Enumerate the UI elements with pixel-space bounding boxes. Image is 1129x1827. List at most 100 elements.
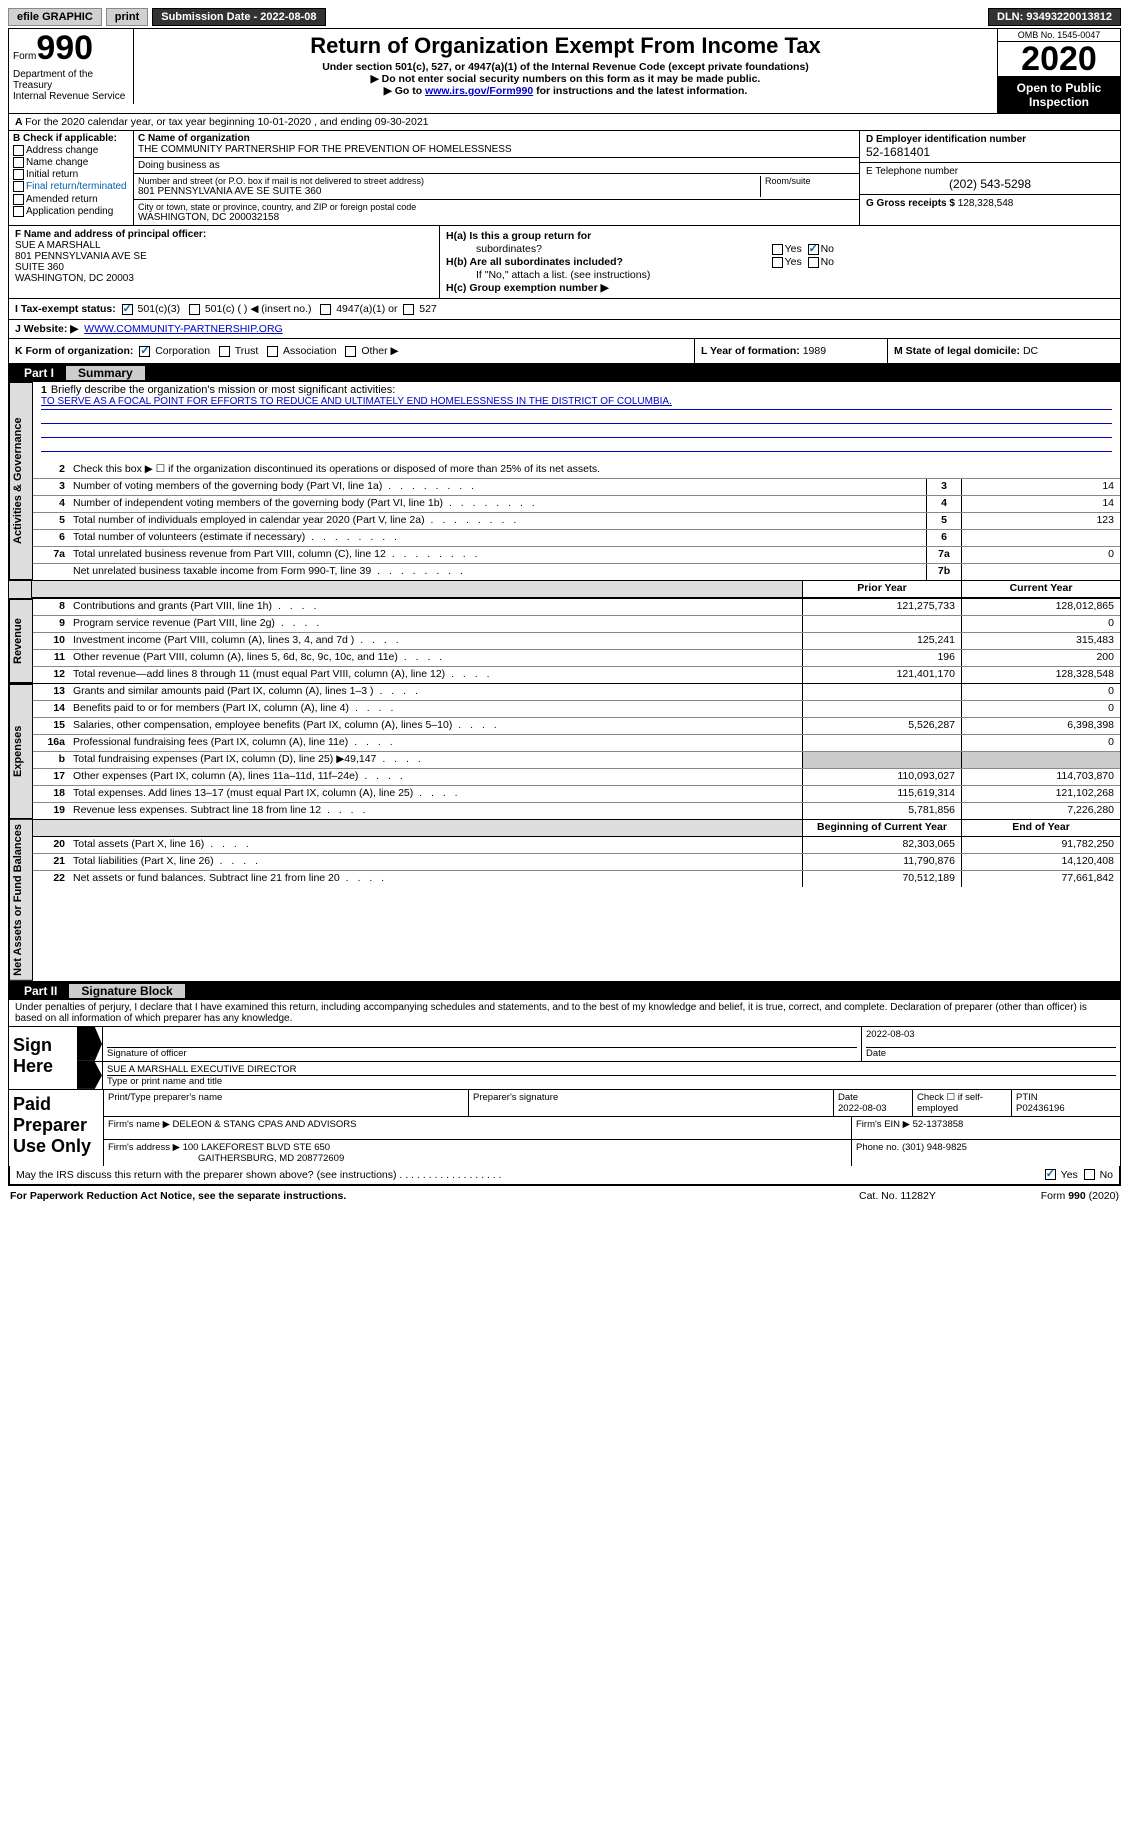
paid-preparer-label: Paid Preparer Use Only	[9, 1090, 103, 1166]
phone-label: E Telephone number	[866, 166, 1114, 177]
website-label: J Website: ▶	[15, 323, 78, 335]
table-row: 20 Total assets (Part X, line 16) . . . …	[33, 837, 1120, 854]
hb-note: If "No," attach a list. (see instruction…	[476, 269, 650, 281]
table-row: 17 Other expenses (Part IX, column (A), …	[33, 769, 1120, 786]
vert-revenue: Revenue	[9, 599, 33, 683]
table-row: 18 Total expenses. Add lines 13–17 (must…	[33, 786, 1120, 803]
year-formation-label: L Year of formation:	[701, 345, 800, 357]
table-row: 9 Program service revenue (Part VIII, li…	[33, 616, 1120, 633]
table-row: 10 Investment income (Part VIII, column …	[33, 633, 1120, 650]
ha-yes-cb[interactable]	[772, 244, 783, 255]
phone-value: (202) 543-5298	[866, 177, 1114, 191]
ein-label: D Employer identification number	[866, 134, 1114, 145]
officer-addr2: SUITE 360	[15, 262, 433, 273]
cb-corp[interactable]	[139, 346, 150, 357]
discuss-yes: Yes	[1061, 1169, 1078, 1181]
street-address: 801 PENNSYLVANIA AVE SE SUITE 360	[138, 186, 760, 197]
officer-addr1: 801 PENNSYLVANIA AVE SE	[15, 251, 433, 262]
city-state-zip: WASHINGTON, DC 200032158	[138, 212, 855, 223]
firm-phone: (301) 948-9825	[902, 1142, 967, 1153]
table-row: 11 Other revenue (Part VIII, column (A),…	[33, 650, 1120, 667]
discuss-no-cb[interactable]	[1084, 1169, 1095, 1180]
form-header: Form990 Department of the Treasury Inter…	[8, 28, 1121, 114]
cb-pending[interactable]: Application pending	[26, 206, 113, 217]
cb-assoc[interactable]	[267, 346, 278, 357]
cb-4947[interactable]	[320, 304, 331, 315]
expenses-section: Expenses 13 Grants and similar amounts p…	[8, 684, 1121, 820]
perjury-statement: Under penalties of perjury, I declare th…	[9, 1000, 1120, 1026]
table-row: 12 Total revenue—add lines 8 through 11 …	[33, 667, 1120, 683]
print-button[interactable]: print	[106, 8, 148, 26]
discuss-yes-cb[interactable]	[1045, 1169, 1056, 1180]
col-begin: Beginning of Current Year	[802, 820, 961, 836]
prep-name-label: Print/Type preparer's name	[104, 1090, 469, 1116]
check-self-employed[interactable]: Check ☐ if self-employed	[913, 1090, 1012, 1116]
dba-label: Doing business as	[138, 160, 855, 171]
table-row: 21 Total liabilities (Part X, line 26) .…	[33, 854, 1120, 871]
year-formation: 1989	[803, 345, 826, 357]
ssn-note: ▶ Do not enter social security numbers o…	[142, 73, 989, 85]
table-row: 22 Net assets or fund balances. Subtract…	[33, 871, 1120, 887]
firm-phone-label: Phone no.	[856, 1142, 899, 1153]
mission-text: TO SERVE AS A FOCAL POINT FOR EFFORTS TO…	[41, 396, 1112, 410]
hc-label: H(c) Group exemption number ▶	[446, 282, 609, 294]
dept-treasury: Department of the Treasury	[13, 69, 129, 91]
q2-text: Check this box ▶ ☐ if the organization d…	[69, 462, 1120, 478]
website-url[interactable]: WWW.COMMUNITY-PARTNERSHIP.ORG	[84, 323, 283, 335]
opt-527: 527	[419, 303, 437, 315]
prep-sig-label: Preparer's signature	[469, 1090, 834, 1116]
ha-no-cb[interactable]	[808, 244, 819, 255]
form-number: 990	[36, 29, 93, 67]
q1-label: Briefly describe the organization's miss…	[51, 384, 395, 396]
gross-value: 128,328,548	[958, 198, 1014, 209]
cb-address[interactable]: Address change	[26, 145, 98, 156]
table-row: 13 Grants and similar amounts paid (Part…	[33, 684, 1120, 701]
table-row: 16a Professional fundraising fees (Part …	[33, 735, 1120, 752]
cb-final[interactable]: Final return/terminated	[26, 182, 127, 193]
firm-addr1: 100 LAKEFOREST BLVD STE 650	[183, 1142, 331, 1153]
table-row: 5 Total number of individuals employed i…	[33, 513, 1120, 530]
ptin-value: P02436196	[1016, 1103, 1116, 1114]
col-end: End of Year	[961, 820, 1120, 836]
discuss-question: May the IRS discuss this return with the…	[16, 1169, 1045, 1181]
table-row: 7a Total unrelated business revenue from…	[33, 547, 1120, 564]
cb-name[interactable]: Name change	[26, 157, 88, 168]
cb-trust[interactable]	[219, 346, 230, 357]
hb-yes: Yes	[785, 256, 802, 268]
hb-yes-cb[interactable]	[772, 257, 783, 268]
ha-sub: subordinates?	[446, 243, 772, 255]
box-h: H(a) Is this a group return for subordin…	[440, 226, 840, 298]
page-footer: For Paperwork Reduction Act Notice, see …	[8, 1186, 1121, 1206]
table-row: 3 Number of voting members of the govern…	[33, 479, 1120, 496]
cb-amended[interactable]: Amended return	[26, 194, 98, 205]
table-row: 15 Salaries, other compensation, employe…	[33, 718, 1120, 735]
goto-pre: ▶ Go to	[384, 85, 425, 97]
part2-title: Signature Block	[69, 984, 184, 998]
section-b-c-d: B Check if applicable: Address change Na…	[8, 131, 1121, 226]
cb-527[interactable]	[403, 304, 414, 315]
box-j: J Website: ▶ WWW.COMMUNITY-PARTNERSHIP.O…	[8, 320, 1121, 339]
cb-501c[interactable]	[189, 304, 200, 315]
firm-ein: 52-1373858	[913, 1119, 964, 1130]
hb-no-cb[interactable]	[808, 257, 819, 268]
form-label: Form	[13, 51, 36, 62]
row-a-tax-year: A For the 2020 calendar year, or tax yea…	[8, 114, 1121, 131]
table-row: 8 Contributions and grants (Part VIII, l…	[33, 599, 1120, 616]
part2-header: Part II Signature Block	[8, 982, 1121, 1000]
header-bar: efile GRAPHIC print Submission Date - 20…	[8, 8, 1121, 26]
org-name-label: C Name of organization	[138, 133, 855, 144]
sig-date-label: Date	[866, 1048, 1116, 1059]
cb-501c3[interactable]	[122, 304, 133, 315]
subtitle: Under section 501(c), 527, or 4947(a)(1)…	[142, 61, 989, 73]
table-row: b Total fundraising expenses (Part IX, c…	[33, 752, 1120, 769]
officer-print-name: SUE A MARSHALL EXECUTIVE DIRECTOR	[107, 1064, 1116, 1076]
part2-label: Part II	[16, 984, 65, 998]
box-i: I Tax-exempt status: 501(c)(3) 501(c) ( …	[8, 299, 1121, 320]
table-row: 6 Total number of volunteers (estimate i…	[33, 530, 1120, 547]
opt-other: Other ▶	[361, 345, 398, 357]
cb-initial[interactable]: Initial return	[26, 169, 78, 180]
cb-other[interactable]	[345, 346, 356, 357]
goto-link[interactable]: www.irs.gov/Form990	[425, 85, 533, 97]
box-f: F Name and address of principal officer:…	[9, 226, 440, 298]
revenue-section: Revenue 8 Contributions and grants (Part…	[8, 599, 1121, 684]
